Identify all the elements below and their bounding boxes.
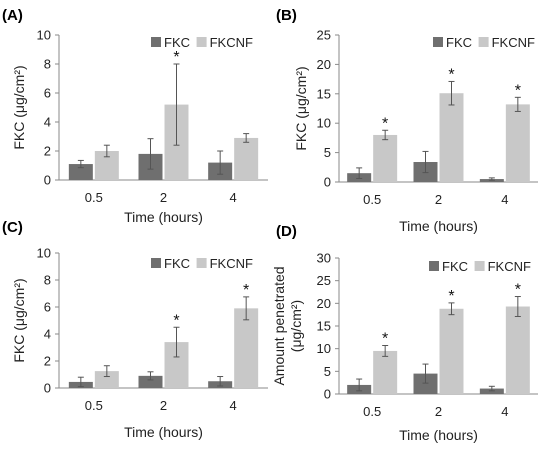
x-axis-label: Time (hours) (124, 209, 203, 225)
x-tick-label: 0.5 (85, 398, 103, 413)
y-axis-label: FKC (μg/cm²) (293, 66, 309, 150)
significance-marker: * (515, 82, 521, 99)
y-tick-label: 0 (324, 387, 331, 402)
bar-fkc (138, 375, 163, 388)
y-tick-label: 10 (37, 28, 51, 43)
x-tick-label: 2 (435, 404, 442, 419)
y-tick-label: 5 (324, 145, 331, 160)
legend-label-fkcnf: FKCNF (210, 256, 253, 271)
y-tick-label: 0 (44, 381, 51, 396)
y-tick-label: 20 (317, 57, 331, 72)
bar-fkcnf (234, 137, 259, 180)
significance-marker: * (382, 115, 388, 132)
bar-fkc (413, 373, 438, 394)
significance-marker: * (173, 49, 179, 66)
chart-2: (C) 0 2 4 6 8 10 0.5 2 * 4 * FKC FKCNF Time (hours) FKC… (2, 219, 268, 440)
y-tick-label: 4 (44, 327, 51, 342)
bar-fkcnf (234, 308, 259, 388)
legend-label-fkcnf: FKCNF (488, 259, 531, 274)
legend-label-fkc: FKC (164, 35, 190, 50)
legend-swatch-fkcnf (474, 261, 485, 271)
y-tick-label: 5 (324, 364, 331, 379)
y-tick-label: 0 (324, 175, 331, 190)
y-tick-label: 6 (44, 86, 51, 101)
chart-0: (A) 0 2 4 6 8 10 0.5 2 * 4 FKC FKCNF Time (hours) FKC … (2, 7, 268, 225)
y-axis-label-line: FKC (μg/cm²) (11, 278, 27, 362)
legend-label-fkc: FKC (442, 259, 468, 274)
y-axis-label-line: (μg/cm²) (288, 300, 304, 352)
y-tick-label: 8 (44, 57, 51, 72)
chart-3: (D) 0 5 10 15 20 25 30 0.5 * 2 * 4 * FKC FKCNF Time (hou… (271, 223, 538, 443)
legend-label-fkc: FKC (446, 35, 472, 50)
x-axis-label: Time (hours) (399, 218, 478, 234)
y-tick-label: 20 (317, 296, 331, 311)
x-tick-label: 4 (230, 190, 237, 205)
y-tick-label: 0 (44, 173, 51, 188)
legend-swatch-fkcnf (196, 37, 207, 47)
bar-fkcnf (439, 308, 464, 394)
bar-fkcnf (505, 104, 530, 182)
x-axis-label: Time (hours) (124, 424, 203, 440)
bar-fkc (68, 164, 93, 180)
legend-swatch-fkcnf (196, 258, 207, 268)
legend-swatch-fkc (151, 37, 161, 47)
bar-fkcnf (94, 371, 119, 388)
x-tick-label: 0.5 (363, 404, 381, 419)
x-tick-label: 0.5 (85, 190, 103, 205)
y-tick-label: 10 (317, 341, 331, 356)
panel-label: (B) (276, 7, 297, 24)
legend-label-fkcnf: FKCNF (210, 35, 253, 50)
y-axis-label: Amount penetrated(μg/cm²) (271, 266, 304, 385)
legend-swatch-fkc (433, 37, 443, 47)
y-axis-label-line: FKC (μg/cm²) (293, 66, 309, 150)
x-tick-label: 2 (160, 190, 167, 205)
panel-label: (A) (2, 7, 23, 24)
panel-label: (C) (2, 219, 23, 236)
significance-marker: * (448, 66, 454, 83)
legend-swatch-fkcnf (478, 37, 489, 47)
x-tick-label: 2 (160, 398, 167, 413)
y-tick-label: 15 (317, 86, 331, 101)
y-axis-label: FKC (μg/cm²) (11, 278, 27, 362)
significance-marker: * (243, 282, 249, 299)
y-tick-label: 10 (37, 246, 51, 261)
x-tick-label: 2 (435, 192, 442, 207)
bar-fkcnf (505, 306, 530, 394)
y-tick-label: 6 (44, 300, 51, 315)
y-axis-label-line: Amount penetrated (271, 266, 287, 385)
panel-label: (D) (276, 223, 297, 240)
x-tick-label: 4 (230, 398, 237, 413)
legend-swatch-fkc (151, 258, 161, 268)
y-axis-label: FKC (μg/cm²) (11, 65, 27, 149)
significance-marker: * (382, 330, 388, 347)
y-tick-label: 25 (317, 28, 331, 43)
y-tick-label: 10 (317, 116, 331, 131)
legend-label-fkc: FKC (164, 256, 190, 271)
legend-label-fkcnf: FKCNF (492, 35, 535, 50)
y-axis-label-line: FKC (μg/cm²) (11, 65, 27, 149)
y-tick-label: 15 (317, 319, 331, 334)
x-tick-label: 0.5 (363, 192, 381, 207)
y-tick-label: 8 (44, 273, 51, 288)
y-tick-label: 25 (317, 273, 331, 288)
y-tick-label: 30 (317, 251, 331, 266)
significance-marker: * (448, 288, 454, 305)
legend-swatch-fkc (429, 261, 439, 271)
y-tick-label: 2 (44, 354, 51, 369)
significance-marker: * (173, 312, 179, 329)
bar-fkcnf (439, 93, 464, 182)
chart-1: (B) 0 5 10 15 20 25 0.5 * 2 * 4 * FKC FKCNF Time (hours… (276, 7, 538, 234)
y-tick-label: 2 (44, 144, 51, 159)
bar-fkcnf (373, 134, 398, 182)
bar-fkcnf (373, 350, 398, 394)
significance-marker: * (515, 282, 521, 299)
y-tick-label: 4 (44, 115, 51, 130)
x-tick-label: 4 (501, 404, 508, 419)
x-tick-label: 4 (501, 192, 508, 207)
x-axis-label: Time (hours) (399, 427, 478, 443)
